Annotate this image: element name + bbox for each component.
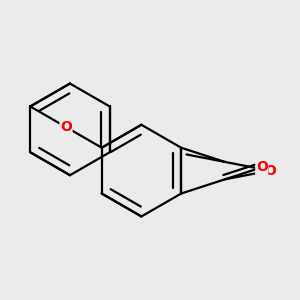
Text: O: O (256, 160, 268, 174)
Text: O: O (60, 120, 72, 134)
Text: O: O (264, 164, 276, 178)
